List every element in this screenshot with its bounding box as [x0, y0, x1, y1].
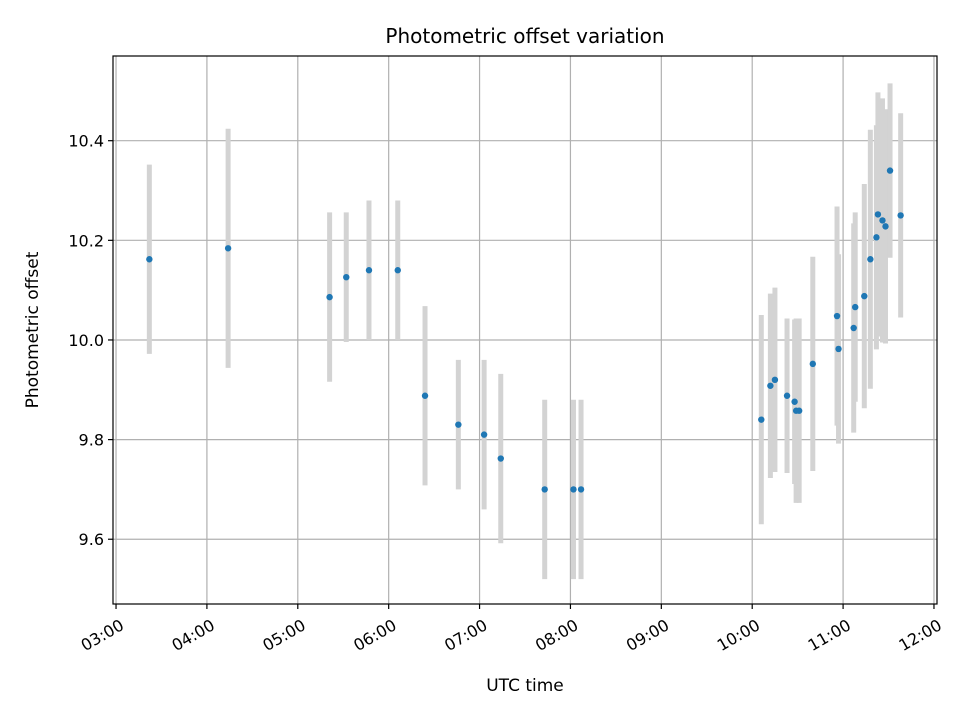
- data-point: [861, 292, 868, 300]
- chart-title: Photometric offset variation: [385, 24, 664, 48]
- data-point: [343, 273, 350, 281]
- data-point: [873, 234, 880, 241]
- y-tick-label: 10.4: [68, 132, 104, 151]
- y-tick-label: 10.0: [68, 331, 104, 350]
- data-point: [809, 360, 816, 368]
- data-point: [867, 256, 874, 263]
- data-point: [783, 392, 791, 399]
- data-point: [791, 398, 798, 405]
- grid: [113, 56, 937, 604]
- data-point: [795, 407, 803, 414]
- data-point: [394, 267, 401, 274]
- data-point: [421, 392, 429, 399]
- data-point: [326, 293, 333, 301]
- data-point: [365, 267, 373, 274]
- data-point: [850, 324, 857, 332]
- data-point: [833, 312, 841, 320]
- data-point: [882, 223, 889, 230]
- data-point: [852, 303, 859, 311]
- data-point: [886, 167, 894, 174]
- data-point: [758, 416, 765, 423]
- data-point: [480, 431, 488, 438]
- data-point: [835, 345, 842, 353]
- data-point: [146, 256, 153, 263]
- data-point: [224, 245, 232, 252]
- data-points: [146, 167, 904, 493]
- y-axis-ticks: 9.6 9.8 10.0 10.2 10.4: [68, 132, 113, 549]
- x-axis-title: UTC time: [486, 676, 564, 696]
- data-point: [455, 421, 462, 428]
- y-axis-title: Photometric offset: [23, 251, 43, 408]
- data-point: [897, 212, 904, 219]
- y-tick-label: 9.8: [79, 431, 104, 450]
- data-point: [767, 382, 774, 389]
- data-point: [570, 486, 577, 493]
- data-point: [497, 455, 504, 462]
- data-point: [874, 211, 882, 218]
- plot-frame: [112, 55, 938, 605]
- y-tick-label: 9.6: [79, 530, 104, 549]
- data-point: [577, 486, 585, 493]
- data-point: [771, 376, 779, 384]
- data-point: [541, 486, 548, 493]
- y-tick-label: 10.2: [68, 231, 104, 250]
- data-point: [879, 217, 886, 224]
